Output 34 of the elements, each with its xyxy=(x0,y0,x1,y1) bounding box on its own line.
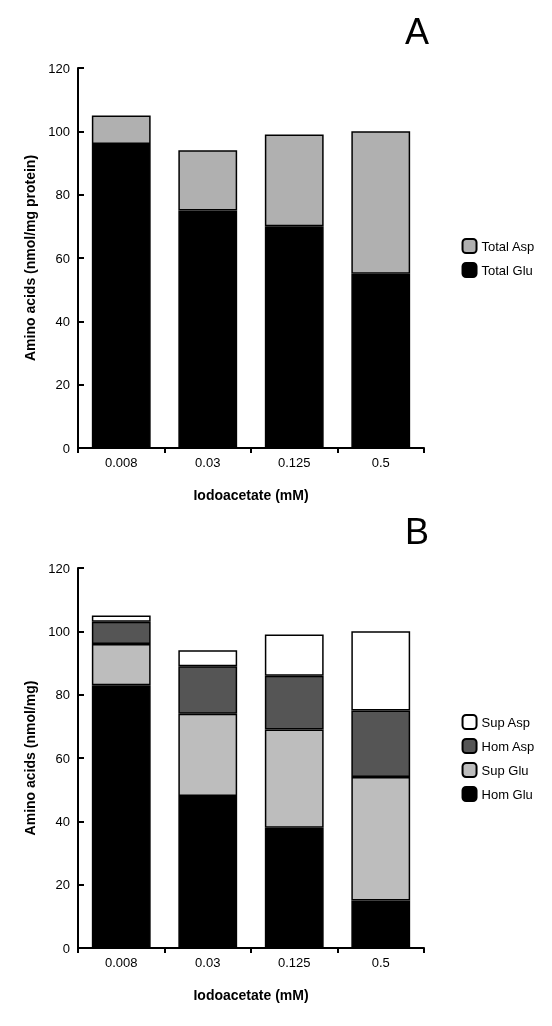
y-tick-label: 40 xyxy=(55,313,70,329)
y-tick-label: 120 xyxy=(48,560,70,576)
legend-label: Total Glu xyxy=(481,262,533,278)
y-tick-label: 20 xyxy=(55,877,70,893)
y-tick-label: 40 xyxy=(55,813,70,829)
y-axis-title: Amino acids (nmol/mg protein) xyxy=(22,154,39,362)
y-tick-label: 100 xyxy=(48,623,70,639)
x-tick-label: 0.125 xyxy=(277,455,311,470)
y-axis-title: Amino acids (nmol/mg) xyxy=(22,680,39,836)
x-tick-label: 0.125 xyxy=(277,955,311,970)
y-tick-label: 80 xyxy=(55,687,70,703)
x-tick-label: 0.008 xyxy=(104,455,138,470)
x-axis-title: Iodoacetate (mM) xyxy=(193,487,309,503)
legend-label: Hom Glu xyxy=(481,786,533,802)
legend-label: Total Asp xyxy=(481,238,535,254)
y-tick-label: 20 xyxy=(55,377,70,393)
legend-label: Sup Glu xyxy=(481,762,529,778)
y-tick-label: 0 xyxy=(62,440,70,456)
x-tick-label: 0.03 xyxy=(195,955,221,970)
y-tick-label: 0 xyxy=(62,940,70,956)
x-tick-label: 0.5 xyxy=(371,455,390,470)
chart-title: B xyxy=(404,510,429,552)
x-tick-label: 0.008 xyxy=(104,955,138,970)
x-axis-title: Iodoacetate (mM) xyxy=(193,987,309,1003)
x-tick-label: 0.03 xyxy=(195,455,221,470)
x-tick-label: 0.5 xyxy=(371,955,390,970)
chart-title: A xyxy=(404,10,429,52)
y-tick-label: 60 xyxy=(55,250,70,266)
legend-label: Sup Asp xyxy=(481,714,530,730)
y-tick-label: 80 xyxy=(55,187,70,203)
y-tick-label: 60 xyxy=(55,750,70,766)
legend-label: Hom Asp xyxy=(481,738,535,754)
y-tick-label: 120 xyxy=(48,60,70,76)
y-tick-label: 100 xyxy=(48,123,70,139)
